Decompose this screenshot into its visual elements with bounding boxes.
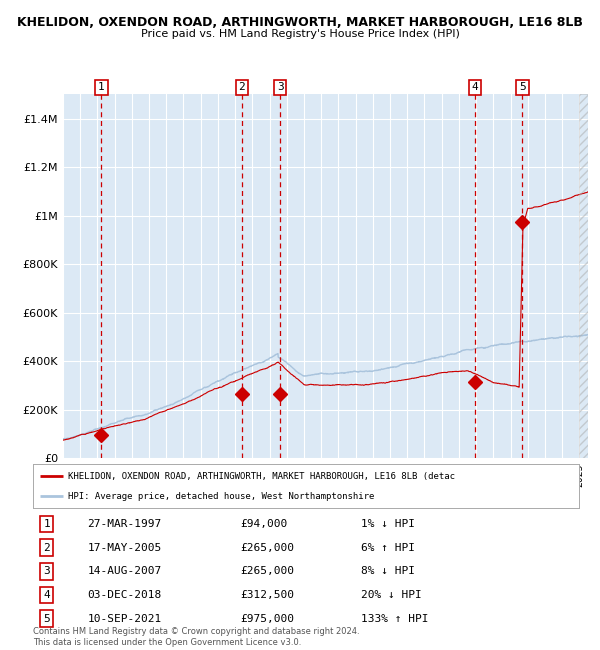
Text: 27-MAR-1997: 27-MAR-1997 xyxy=(88,519,162,529)
Text: 1: 1 xyxy=(98,83,105,92)
Text: 20% ↓ HPI: 20% ↓ HPI xyxy=(361,590,421,600)
Text: 03-DEC-2018: 03-DEC-2018 xyxy=(88,590,162,600)
Text: KHELIDON, OXENDON ROAD, ARTHINGWORTH, MARKET HARBOROUGH, LE16 8LB (detac: KHELIDON, OXENDON ROAD, ARTHINGWORTH, MA… xyxy=(68,471,455,480)
Text: £312,500: £312,500 xyxy=(241,590,295,600)
Text: Contains HM Land Registry data © Crown copyright and database right 2024.
This d: Contains HM Land Registry data © Crown c… xyxy=(33,627,359,647)
Text: 3: 3 xyxy=(277,83,284,92)
Text: 6% ↑ HPI: 6% ↑ HPI xyxy=(361,543,415,552)
Text: 10-SEP-2021: 10-SEP-2021 xyxy=(88,614,162,623)
Text: £265,000: £265,000 xyxy=(241,543,295,552)
Text: 2: 2 xyxy=(43,543,50,552)
Text: 8% ↓ HPI: 8% ↓ HPI xyxy=(361,566,415,577)
Text: £265,000: £265,000 xyxy=(241,566,295,577)
Text: 17-MAY-2005: 17-MAY-2005 xyxy=(88,543,162,552)
Text: £975,000: £975,000 xyxy=(241,614,295,623)
Text: 133% ↑ HPI: 133% ↑ HPI xyxy=(361,614,428,623)
Text: 5: 5 xyxy=(519,83,526,92)
Text: 4: 4 xyxy=(472,83,478,92)
Text: 1: 1 xyxy=(43,519,50,529)
Text: HPI: Average price, detached house, West Northamptonshire: HPI: Average price, detached house, West… xyxy=(68,492,375,501)
Text: 3: 3 xyxy=(43,566,50,577)
Text: Price paid vs. HM Land Registry's House Price Index (HPI): Price paid vs. HM Land Registry's House … xyxy=(140,29,460,38)
Text: £94,000: £94,000 xyxy=(241,519,288,529)
Text: 14-AUG-2007: 14-AUG-2007 xyxy=(88,566,162,577)
Text: 5: 5 xyxy=(43,614,50,623)
Text: 2: 2 xyxy=(238,83,245,92)
Text: 4: 4 xyxy=(43,590,50,600)
Text: KHELIDON, OXENDON ROAD, ARTHINGWORTH, MARKET HARBOROUGH, LE16 8LB: KHELIDON, OXENDON ROAD, ARTHINGWORTH, MA… xyxy=(17,16,583,29)
Text: 1% ↓ HPI: 1% ↓ HPI xyxy=(361,519,415,529)
